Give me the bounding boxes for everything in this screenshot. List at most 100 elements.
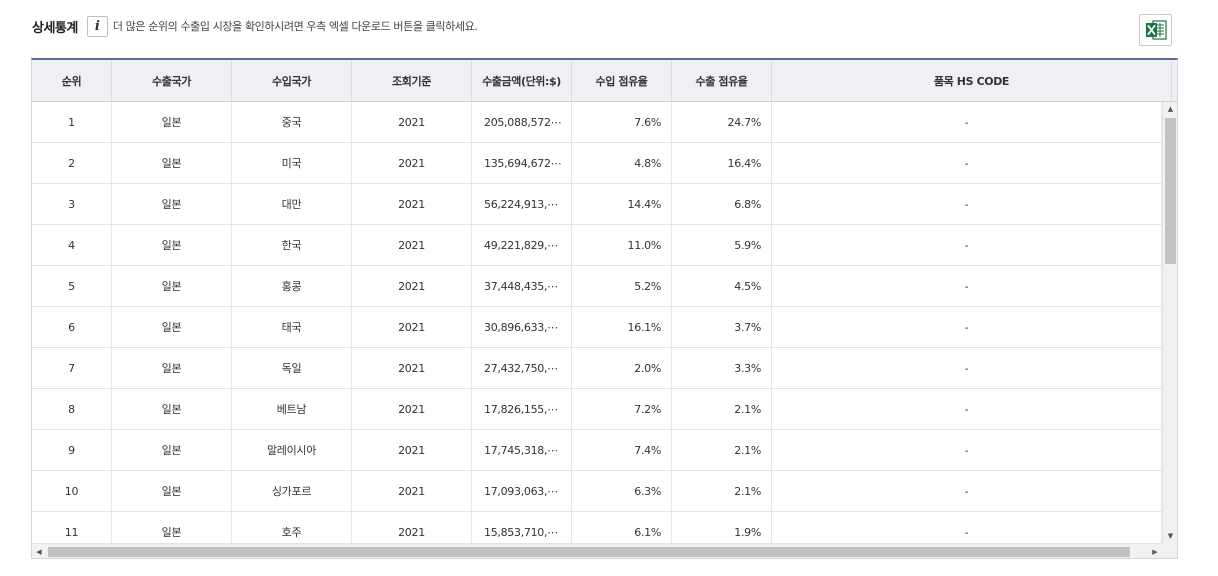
col-header-importer[interactable]: 수입국가 <box>232 60 352 102</box>
horizontal-scroll-thumb[interactable] <box>48 547 1130 557</box>
excel-icon <box>1145 20 1167 40</box>
cell-hs-code: - <box>772 389 1162 429</box>
cell-year: 2021 <box>352 225 472 265</box>
cell-importer: 미국 <box>232 143 352 183</box>
cell-exporter: 일본 <box>112 102 232 142</box>
cell-exporter: 일본 <box>112 266 232 306</box>
col-header-amount[interactable]: 수출금액(단위:$) <box>472 60 572 102</box>
cell-importer: 태국 <box>232 307 352 347</box>
cell-hs-code: - <box>772 225 1162 265</box>
cell-year: 2021 <box>352 430 472 470</box>
cell-rank: 9 <box>32 430 112 470</box>
cell-importer: 독일 <box>232 348 352 388</box>
table-row[interactable]: 7 일본 독일 2021 27,432,750,⋯ 2.0% 3.3% - <box>32 348 1162 389</box>
col-header-exporter[interactable]: 수출국가 <box>112 60 232 102</box>
vertical-scroll-thumb[interactable] <box>1165 118 1176 264</box>
cell-year: 2021 <box>352 512 472 543</box>
cell-hs-code: - <box>772 307 1162 347</box>
cell-amount: 56,224,913,⋯ <box>472 184 572 224</box>
cell-rank: 1 <box>32 102 112 142</box>
cell-import-share: 6.3% <box>572 471 672 511</box>
scroll-up-icon[interactable]: ▲ <box>1167 105 1174 113</box>
cell-year: 2021 <box>352 143 472 183</box>
table-row[interactable]: 4 일본 한국 2021 49,221,829,⋯ 11.0% 5.9% - <box>32 225 1162 266</box>
table-row[interactable]: 1 일본 중국 2021 205,088,572⋯ 7.6% 24.7% - <box>32 102 1162 143</box>
cell-import-share: 6.1% <box>572 512 672 543</box>
cell-importer: 호주 <box>232 512 352 543</box>
col-header-export-share[interactable]: 수출 점유율 <box>672 60 772 102</box>
cell-export-share: 5.9% <box>672 225 772 265</box>
cell-rank: 7 <box>32 348 112 388</box>
cell-hs-code: - <box>772 471 1162 511</box>
cell-rank: 11 <box>32 512 112 543</box>
cell-rank: 4 <box>32 225 112 265</box>
cell-export-share: 16.4% <box>672 143 772 183</box>
cell-amount: 17,745,318,⋯ <box>472 430 572 470</box>
scroll-right-icon[interactable]: ▶ <box>1152 548 1158 556</box>
table-row[interactable]: 10 일본 싱가포르 2021 17,093,063,⋯ 6.3% 2.1% - <box>32 471 1162 512</box>
cell-exporter: 일본 <box>112 389 232 429</box>
cell-import-share: 14.4% <box>572 184 672 224</box>
cell-exporter: 일본 <box>112 307 232 347</box>
scrollbar-corner <box>1162 543 1177 558</box>
info-icon-glyph: i <box>94 18 100 34</box>
info-icon[interactable]: i <box>86 15 108 37</box>
cell-amount: 49,221,829,⋯ <box>472 225 572 265</box>
cell-year: 2021 <box>352 348 472 388</box>
table-row[interactable]: 2 일본 미국 2021 135,694,672⋯ 4.8% 16.4% - <box>32 143 1162 184</box>
cell-year: 2021 <box>352 266 472 306</box>
cell-importer: 한국 <box>232 225 352 265</box>
cell-year: 2021 <box>352 471 472 511</box>
cell-exporter: 일본 <box>112 430 232 470</box>
table-row[interactable]: 6 일본 태국 2021 30,896,633,⋯ 16.1% 3.7% - <box>32 307 1162 348</box>
cell-exporter: 일본 <box>112 143 232 183</box>
section-header: 상세통계 i 더 많은 순위의 수출입 시장을 확인하시려면 우측 엑셀 다운로… <box>32 15 478 37</box>
cell-import-share: 2.0% <box>572 348 672 388</box>
col-header-import-share[interactable]: 수입 점유율 <box>572 60 672 102</box>
cell-import-share: 16.1% <box>572 307 672 347</box>
cell-hs-code: - <box>772 266 1162 306</box>
cell-amount: 17,093,063,⋯ <box>472 471 572 511</box>
cell-rank: 3 <box>32 184 112 224</box>
excel-download-button[interactable] <box>1139 14 1172 46</box>
cell-import-share: 4.8% <box>572 143 672 183</box>
table-body: 1 일본 중국 2021 205,088,572⋯ 7.6% 24.7% -2 일본 미국 2021… <box>32 102 1162 543</box>
cell-importer: 홍콩 <box>232 266 352 306</box>
cell-importer: 말레이시아 <box>232 430 352 470</box>
col-header-year[interactable]: 조회기준 <box>352 60 472 102</box>
col-header-rank[interactable]: 순위 <box>32 60 112 102</box>
table-row[interactable]: 5 일본 홍콩 2021 37,448,435,⋯ 5.2% 4.5% - <box>32 266 1162 307</box>
horizontal-scrollbar[interactable]: ◀ ▶ <box>32 543 1162 558</box>
cell-hs-code: - <box>772 512 1162 543</box>
cell-importer: 중국 <box>232 102 352 142</box>
scroll-left-icon[interactable]: ◀ <box>36 548 42 556</box>
cell-hs-code: - <box>772 184 1162 224</box>
table-header: 순위 수출국가 수입국가 조회기준 수출금액(단위:$) 수입 점유율 수출 점… <box>32 60 1177 102</box>
cell-amount: 17,826,155,⋯ <box>472 389 572 429</box>
cell-exporter: 일본 <box>112 225 232 265</box>
cell-rank: 8 <box>32 389 112 429</box>
cell-year: 2021 <box>352 307 472 347</box>
info-text: 더 많은 순위의 수출입 시장을 확인하시려면 우측 엑셀 다운로드 버튼을 클… <box>112 20 478 33</box>
cell-export-share: 24.7% <box>672 102 772 142</box>
cell-hs-code: - <box>772 102 1162 142</box>
table-row[interactable]: 8 일본 베트남 2021 17,826,155,⋯ 7.2% 2.1% - <box>32 389 1162 430</box>
cell-importer: 싱가포르 <box>232 471 352 511</box>
vertical-scrollbar[interactable]: ▲ ▼ <box>1162 102 1177 543</box>
cell-export-share: 2.1% <box>672 471 772 511</box>
table-row[interactable]: 11 일본 호주 2021 15,853,710,⋯ 6.1% 1.9% - <box>32 512 1162 543</box>
table-row[interactable]: 9 일본 말레이시아 2021 17,745,318,⋯ 7.4% 2.1% - <box>32 430 1162 471</box>
col-header-spacer <box>1172 60 1177 102</box>
cell-amount: 205,088,572⋯ <box>472 102 572 142</box>
section-title: 상세통계 <box>32 20 78 36</box>
cell-hs-code: - <box>772 348 1162 388</box>
cell-rank: 5 <box>32 266 112 306</box>
col-header-hs-code[interactable]: 품목 HS CODE <box>772 60 1172 102</box>
cell-amount: 30,896,633,⋯ <box>472 307 572 347</box>
scroll-down-icon[interactable]: ▼ <box>1167 532 1174 540</box>
cell-exporter: 일본 <box>112 348 232 388</box>
cell-export-share: 2.1% <box>672 430 772 470</box>
cell-hs-code: - <box>772 143 1162 183</box>
cell-export-share: 4.5% <box>672 266 772 306</box>
table-row[interactable]: 3 일본 대만 2021 56,224,913,⋯ 14.4% 6.8% - <box>32 184 1162 225</box>
